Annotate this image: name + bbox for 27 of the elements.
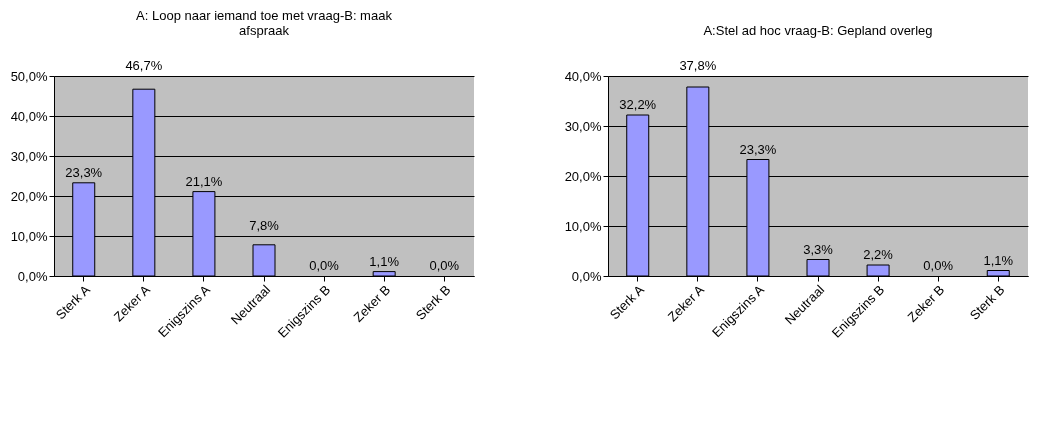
y-tick-label: 20,0% [564, 168, 602, 184]
data-label: 37,8% [679, 58, 717, 73]
data-label: 3,3% [803, 241, 834, 257]
chart-title: A:Stel ad hoc vraag-B: Gepland overleg [703, 23, 933, 38]
data-label: 1,1% [983, 252, 1014, 268]
chart-title: A: Loop naar iemand toe met vraag-B: maak afspraak [136, 8, 393, 38]
data-label: 23,3% [65, 164, 103, 180]
data-label: 0,0% [309, 258, 340, 273]
data-label: 46,7% [125, 58, 163, 73]
y-tick-label: 30,0% [10, 148, 48, 164]
y-tick-label: 10,0% [10, 228, 48, 244]
data-label: 0,0% [429, 258, 460, 273]
data-label: 32,2% [619, 97, 657, 112]
data-label: 1,1% [369, 253, 400, 269]
y-tick-label: 10,0% [564, 218, 602, 234]
y-tick-label: 50,0% [10, 68, 48, 84]
data-label: 0,0% [923, 258, 954, 273]
y-tick-label: 0,0% [17, 268, 48, 284]
y-tick-label: 40,0% [564, 68, 602, 84]
data-label: 21,1% [185, 173, 223, 189]
y-tick-label: 40,0% [10, 108, 48, 124]
y-tick-label: 20,0% [10, 188, 48, 204]
data-label: 7,8% [249, 218, 280, 233]
y-tick-label: 0,0% [571, 268, 602, 284]
data-label: 2,2% [863, 247, 894, 262]
data-label: 23,3% [739, 141, 777, 157]
y-tick-label: 30,0% [564, 118, 602, 134]
